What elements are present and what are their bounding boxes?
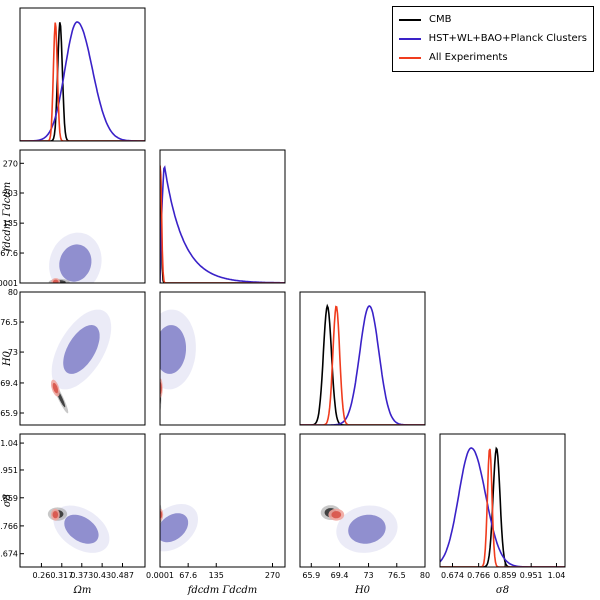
ytick-label-s8-4: 1.04 <box>0 439 18 448</box>
ylabel-s8: σ8 <box>2 494 13 507</box>
marginal-fg-cmb <box>160 166 285 283</box>
panel-om-h0-marks <box>51 309 112 414</box>
panel-frame-om-s8 <box>19 433 146 568</box>
xlabel-s8: σ8 <box>496 585 509 596</box>
contour-h0_s8-hst-68 <box>348 514 386 544</box>
xtick-label-fg-0: 0.0001 <box>146 571 174 580</box>
ytick-label-s8-3: 0.951 <box>0 466 18 475</box>
xtick-label-fg-1: 67.6 <box>179 571 197 580</box>
ytick-label-fg-0: 0.0001 <box>0 279 18 288</box>
ytick-label-s8-0: 0.674 <box>0 550 18 559</box>
ylabel-fg: fdcdm Γdcdm <box>2 182 13 253</box>
ytick-label-fg-2: 135 <box>3 219 18 228</box>
contour-fg_h0-hst-68 <box>160 325 186 374</box>
panel-om-s8-marks <box>47 505 110 553</box>
xlabel-om: Ωm <box>73 585 92 596</box>
ylabel-h0: H0 <box>2 350 13 367</box>
contour-om_h0-all-68 <box>52 383 58 394</box>
xlabel-fg: fdcdm Γdcdm <box>187 585 258 596</box>
contour-fg_s8-hst-68 <box>160 513 189 543</box>
contour-om_s8-all-68 <box>52 511 58 519</box>
ytick-label-fg-3: 203 <box>3 189 18 198</box>
panel-om-om-marks <box>20 21 145 141</box>
legend-label-all: All Experiments <box>429 52 508 63</box>
marginal-om-cmb <box>20 22 145 141</box>
marginal-s8-cmb <box>440 446 565 567</box>
legend-swatch-all <box>399 56 421 59</box>
legend-label-cmb: CMB <box>429 14 452 25</box>
xtick-label-h0-1: 69.4 <box>331 571 349 580</box>
legend-label-hst: HST+WL+BAO+Planck Clusters <box>428 33 587 44</box>
marginal-fg-all <box>160 165 285 283</box>
xtick-label-om-0: 0.26 <box>33 571 51 580</box>
legend-swatch-hst <box>399 37 421 40</box>
marginal-h0-cmb <box>300 303 425 425</box>
ytick-label-fg-4: 270 <box>3 159 18 168</box>
marginal-fg-hst <box>160 165 285 283</box>
xtick-label-fg-2: 135 <box>209 571 224 580</box>
panel-h0-s8-marks <box>320 505 398 553</box>
xtick-label-s8-0: 0.674 <box>441 571 464 580</box>
contour-om_h0-hst-68 <box>63 325 100 374</box>
xtick-label-s8-1: 0.766 <box>467 571 490 580</box>
panel-fg-s8-marks <box>160 504 198 552</box>
contour-om_fg-hst-68 <box>59 244 92 282</box>
panel-frame-fg-s8 <box>159 433 286 568</box>
ytick-label-h0-3: 76.5 <box>0 318 18 327</box>
xtick-label-s8-3: 0.951 <box>520 571 543 580</box>
panel-fg-fg-marks <box>160 165 285 283</box>
panel-frame-s8-s8 <box>439 433 566 568</box>
marginal-om-all <box>20 22 145 141</box>
panel-fg-h0-marks <box>160 309 196 411</box>
xtick-label-om-3: 0.43 <box>93 571 111 580</box>
xtick-label-h0-0: 65.9 <box>302 571 320 580</box>
panel-s8-s8-marks <box>440 446 565 567</box>
ytick-label-fg-1: 67.6 <box>0 249 18 258</box>
marginal-s8-hst <box>440 447 565 567</box>
contour-om_s8-hst-68 <box>64 514 99 544</box>
legend-swatch-cmb <box>399 18 421 21</box>
xtick-label-h0-4: 80 <box>420 571 430 580</box>
panel-frame-om-fg <box>19 149 146 284</box>
xtick-label-om-2: 0.373 <box>70 571 93 580</box>
panel-frame-h0-h0 <box>299 291 426 426</box>
contour-om_fg-all-68 <box>53 279 59 283</box>
xtick-label-fg-3: 270 <box>265 571 280 580</box>
xtick-label-s8-2: 0.859 <box>494 571 517 580</box>
panel-frame-om-h0 <box>19 291 146 426</box>
xtick-label-h0-2: 73 <box>363 571 373 580</box>
contour-h0_s8-all-68 <box>331 511 342 519</box>
xtick-label-h0-3: 76.5 <box>388 571 406 580</box>
legend-entry-hst: HST+WL+BAO+Planck Clusters <box>399 29 587 48</box>
panel-om-fg-marks <box>48 232 102 283</box>
panel-h0-h0-marks <box>300 303 425 425</box>
ytick-label-h0-2: 73 <box>8 348 18 357</box>
panel-frame-fg-h0 <box>159 291 286 426</box>
panel-frame-om-om <box>19 7 146 142</box>
ytick-label-s8-1: 0.766 <box>0 522 18 531</box>
panel-frame-fg-fg <box>159 149 286 284</box>
legend-entry-all: All Experiments <box>399 48 587 67</box>
xtick-label-om-4: 0.487 <box>111 571 134 580</box>
contour-fg_s8-all-68 <box>160 511 163 519</box>
legend-entry-cmb: CMB <box>399 10 587 29</box>
legend: CMB HST+WL+BAO+Planck Clusters All Exper… <box>392 6 594 72</box>
marginal-om-hst <box>20 21 145 141</box>
xtick-label-s8-4: 1.04 <box>548 571 566 580</box>
ytick-label-h0-4: 80 <box>8 288 18 297</box>
xtick-label-om-1: 0.317 <box>50 571 73 580</box>
ytick-label-h0-1: 69.4 <box>0 379 18 388</box>
panel-frame-h0-s8 <box>299 433 426 568</box>
ytick-label-h0-0: 65.9 <box>0 409 18 418</box>
ytick-label-s8-2: 0.859 <box>0 494 18 503</box>
xlabel-h0: H0 <box>354 585 371 596</box>
